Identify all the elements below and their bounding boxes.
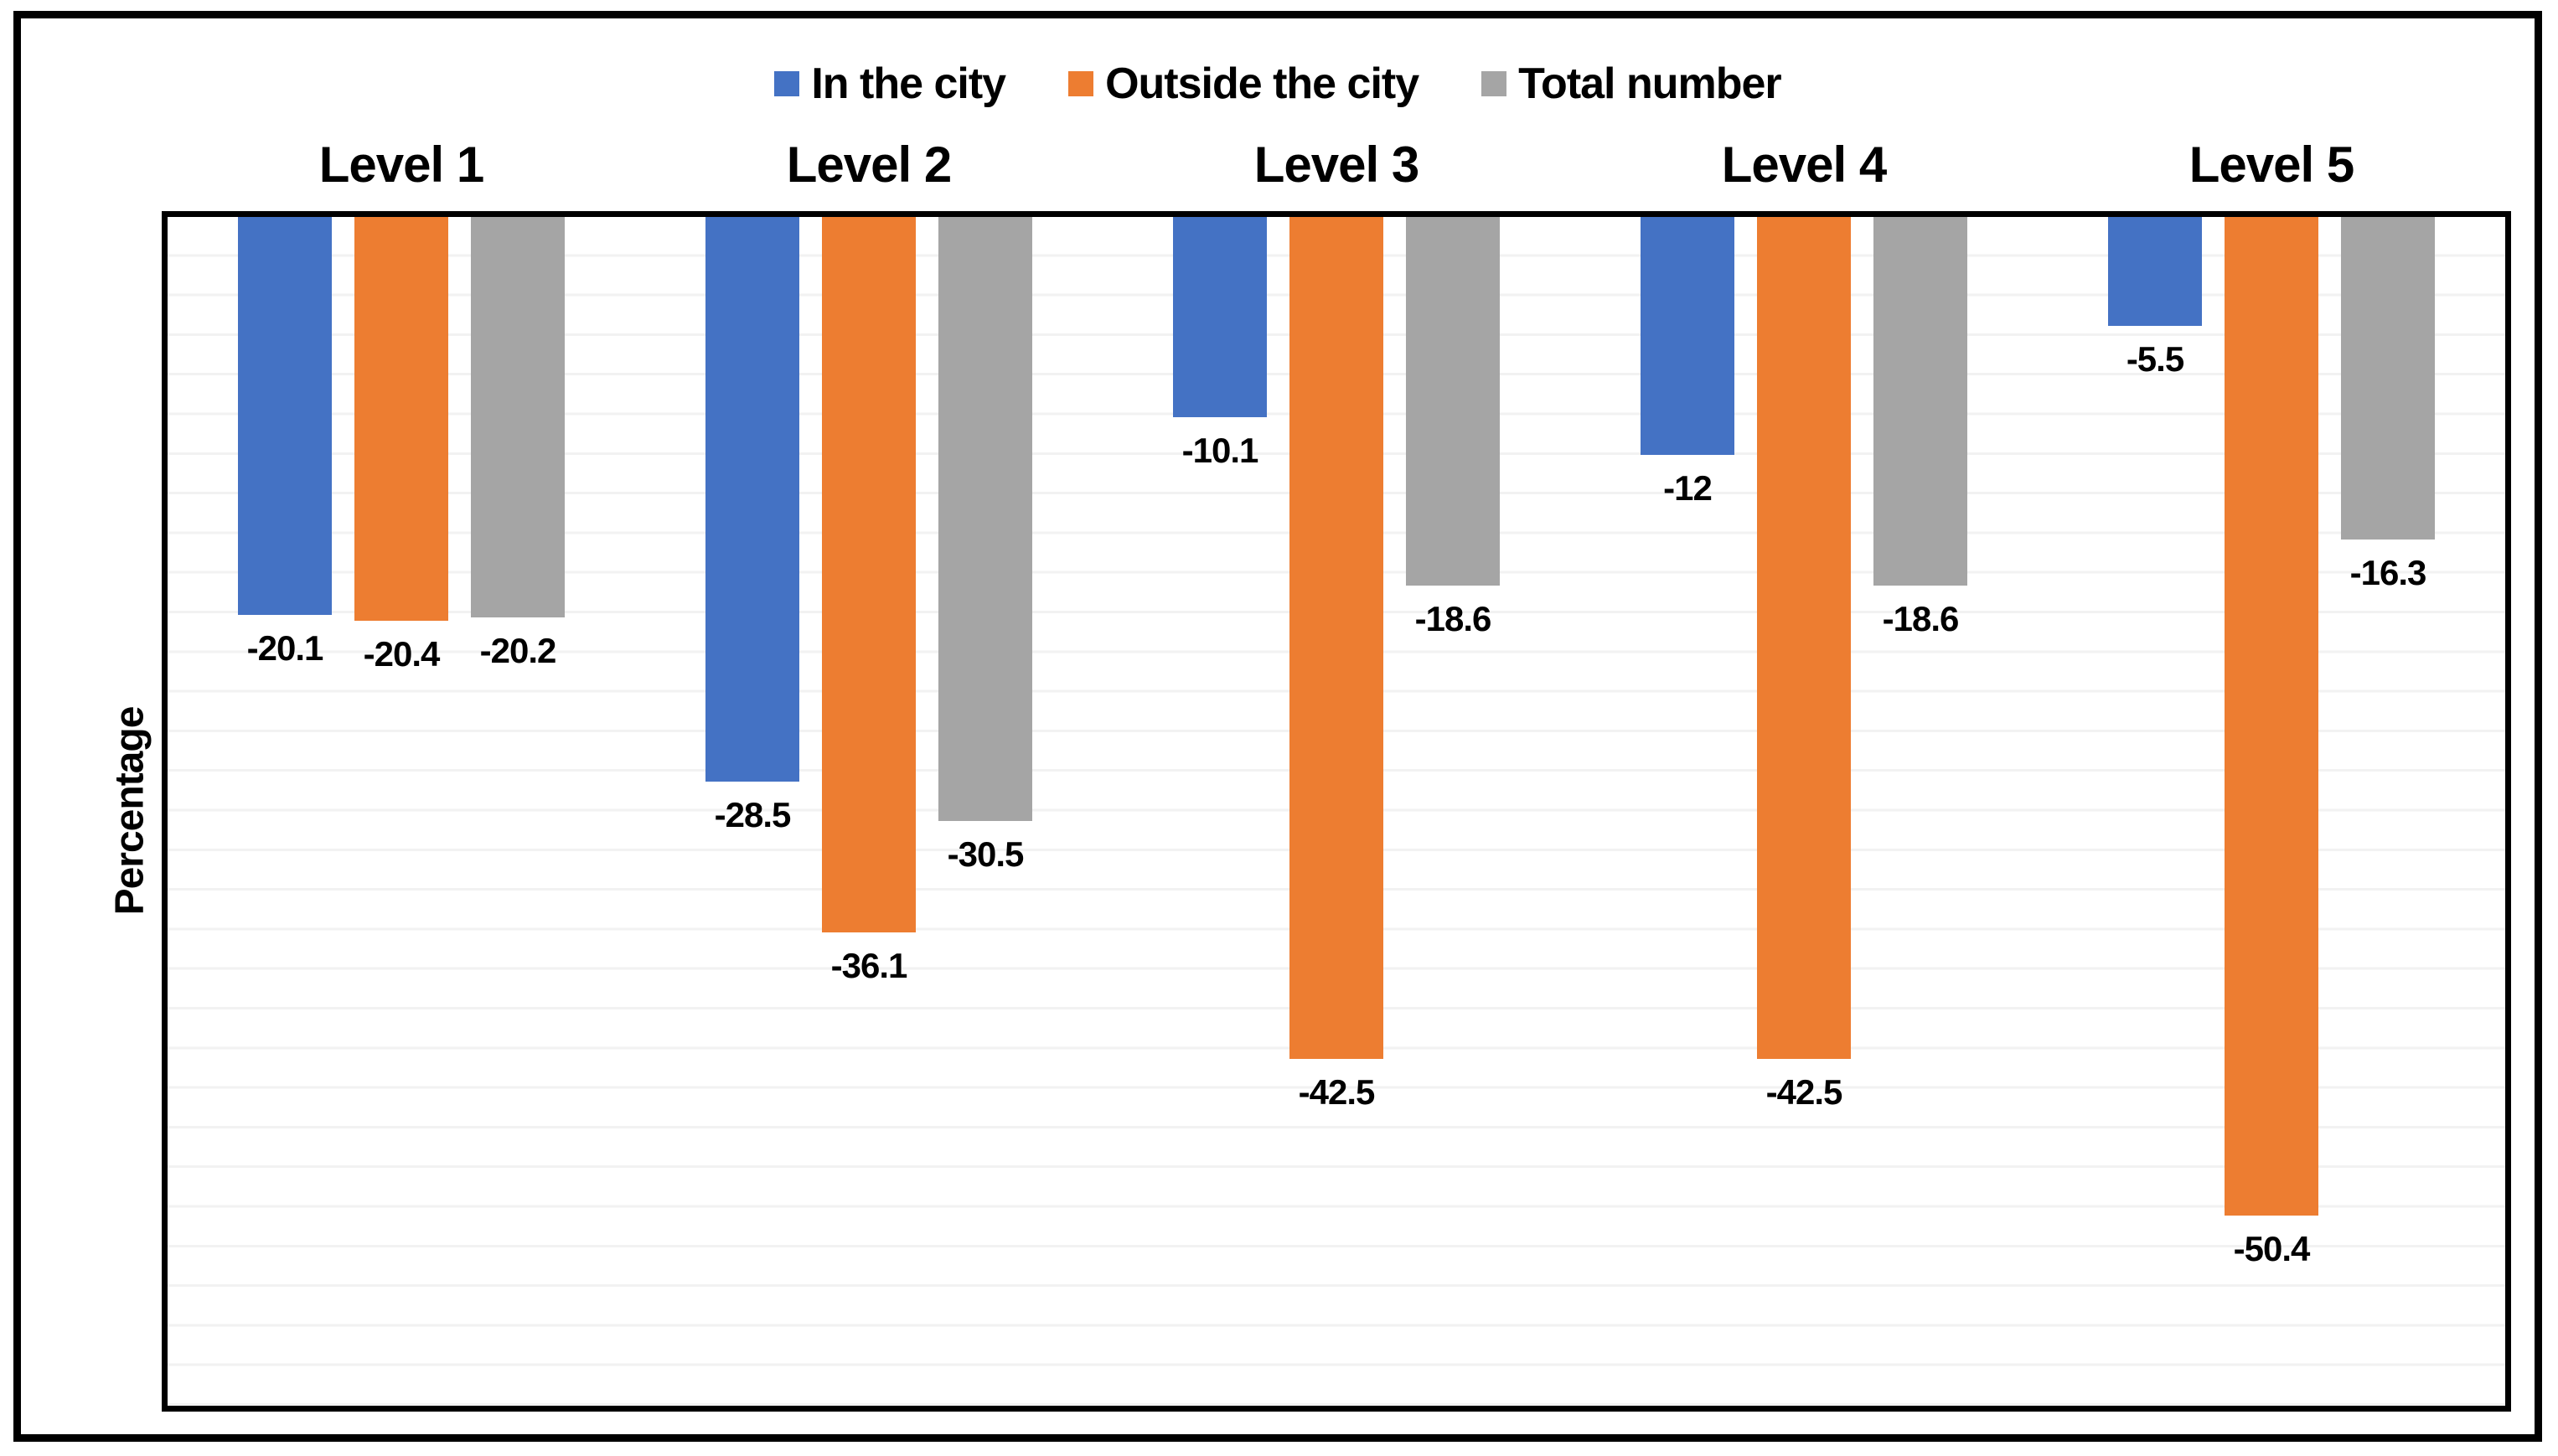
bar-outside-the-city-level-1 xyxy=(354,217,448,622)
bar-outside-the-city-level-5 xyxy=(2225,217,2318,1216)
legend-swatch-icon-total-number xyxy=(1481,71,1507,96)
series-in-the-city-level-1: -20.1 xyxy=(238,217,332,669)
series-total-number-level-4: -18.6 xyxy=(1873,217,1967,639)
series-outside-the-city-level-4: -42.5 xyxy=(1757,217,1851,1113)
bar-value-label-in-the-city-level-2: -28.5 xyxy=(714,795,792,835)
bar-value-label-total-number-level-4: -18.6 xyxy=(1882,598,1960,638)
legend-item-total-number: Total number xyxy=(1481,59,1782,109)
y-axis-title: Percentage xyxy=(107,706,152,916)
bar-cluster-level-2: -28.5 -36.1 -30.5 xyxy=(635,217,1103,986)
category-labels-row: Level 1 Level 2 Level 3 Level 4 Level 5 xyxy=(168,134,2505,196)
bar-in-the-city-level-3 xyxy=(1173,217,1267,417)
chart-outer-frame: In the city Outside the city Total number … xyxy=(13,11,2542,1442)
bar-total-number-level-1 xyxy=(471,217,565,617)
category-label-level-4: Level 4 xyxy=(1721,137,1887,193)
bar-value-label-outside-the-city-level-3: -42.5 xyxy=(1298,1072,1376,1113)
bar-cluster-level-5: -5.5 -50.4 -16.3 xyxy=(2038,217,2505,1269)
legend-label-total-number: Total number xyxy=(1518,59,1781,108)
legend-item-in-the-city: In the city xyxy=(774,59,1006,109)
bar-value-label-total-number-level-1: -20.2 xyxy=(479,630,557,670)
bar-in-the-city-level-2 xyxy=(705,217,799,782)
bar-value-label-outside-the-city-level-4: -42.5 xyxy=(1765,1072,1843,1113)
bar-group-level-1: -20.1 -20.4 -20.2 xyxy=(168,217,635,1406)
bar-outside-the-city-level-4 xyxy=(1757,217,1851,1060)
series-in-the-city-level-5: -5.5 xyxy=(2108,217,2202,379)
bar-value-label-total-number-level-3: -18.6 xyxy=(1414,598,1492,638)
bar-total-number-level-4 xyxy=(1873,217,1967,586)
bar-value-label-outside-the-city-level-5: -50.4 xyxy=(2233,1228,2311,1268)
category-label-level-3: Level 3 xyxy=(1253,137,1419,193)
bar-value-label-total-number-level-2: -30.5 xyxy=(947,834,1025,875)
series-outside-the-city-level-5: -50.4 xyxy=(2225,217,2318,1269)
legend-item-outside-the-city: Outside the city xyxy=(1068,59,1419,109)
series-outside-the-city-level-1: -20.4 xyxy=(354,217,448,674)
bar-outside-the-city-level-3 xyxy=(1289,217,1383,1060)
series-in-the-city-level-2: -28.5 xyxy=(705,217,799,835)
legend-label-in-the-city: In the city xyxy=(811,59,1006,108)
gridlines-and-bars: -20.1 -20.4 -20.2 -28.5 -36.1 -30.5 -10.1 -42.5… xyxy=(168,217,2505,1406)
bar-cluster-level-4: -12 -42.5 -18.6 xyxy=(1570,217,2038,1113)
bar-value-label-outside-the-city-level-2: -36.1 xyxy=(830,945,908,985)
series-in-the-city-level-3: -10.1 xyxy=(1173,217,1267,471)
series-total-number-level-3: -18.6 xyxy=(1406,217,1500,639)
bar-cluster-level-3: -10.1 -42.5 -18.6 xyxy=(1103,217,1570,1113)
bar-group-level-5: -5.5 -50.4 -16.3 xyxy=(2038,217,2505,1406)
series-outside-the-city-level-3: -42.5 xyxy=(1289,217,1383,1113)
bar-value-label-in-the-city-level-4: -12 xyxy=(1663,467,1713,508)
category-label-level-2: Level 2 xyxy=(786,137,952,193)
bar-outside-the-city-level-2 xyxy=(822,217,916,932)
bar-cluster-level-1: -20.1 -20.4 -20.2 xyxy=(168,217,635,674)
legend-label-outside-the-city: Outside the city xyxy=(1105,59,1419,108)
category-label-level-1: Level 1 xyxy=(318,137,484,193)
series-in-the-city-level-4: -12 xyxy=(1641,217,1734,509)
series-total-number-level-2: -30.5 xyxy=(938,217,1032,875)
bar-value-label-outside-the-city-level-1: -20.4 xyxy=(363,634,441,674)
legend-swatch-icon-outside-the-city xyxy=(1068,71,1094,96)
bar-value-label-total-number-level-5: -16.3 xyxy=(2349,553,2427,593)
bar-group-level-3: -10.1 -42.5 -18.6 xyxy=(1103,217,1570,1406)
bar-group-level-4: -12 -42.5 -18.6 xyxy=(1570,217,2038,1406)
category-label-level-5: Level 5 xyxy=(2189,137,2354,193)
series-outside-the-city-level-2: -36.1 xyxy=(822,217,916,986)
legend: In the city Outside the city Total number xyxy=(21,57,2535,111)
series-total-number-level-1: -20.2 xyxy=(471,217,565,671)
bar-value-label-in-the-city-level-1: -20.1 xyxy=(246,628,324,669)
bar-in-the-city-level-4 xyxy=(1641,217,1734,455)
bar-total-number-level-3 xyxy=(1406,217,1500,586)
bar-value-label-in-the-city-level-5: -5.5 xyxy=(2126,339,2184,379)
bar-total-number-level-5 xyxy=(2341,217,2435,540)
bar-group-level-2: -28.5 -36.1 -30.5 xyxy=(635,217,1103,1406)
series-total-number-level-5: -16.3 xyxy=(2341,217,2435,593)
bar-value-label-in-the-city-level-3: -10.1 xyxy=(1181,430,1259,470)
plot-area: -20.1 -20.4 -20.2 -28.5 -36.1 -30.5 -10.1 -42.5… xyxy=(162,211,2511,1412)
bar-in-the-city-level-1 xyxy=(238,217,332,616)
bar-total-number-level-2 xyxy=(938,217,1032,822)
bar-in-the-city-level-5 xyxy=(2108,217,2202,327)
legend-swatch-icon-in-the-city xyxy=(774,71,800,96)
